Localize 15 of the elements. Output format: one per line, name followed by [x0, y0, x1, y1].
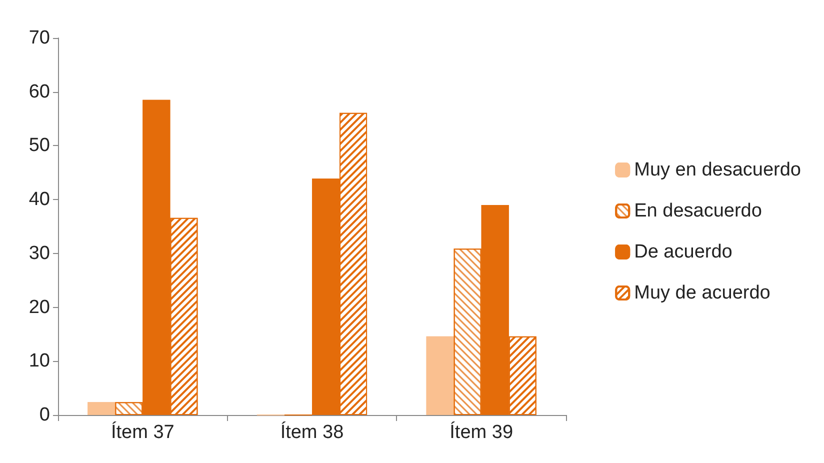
y-tick-label: 40 [28, 189, 50, 210]
y-tick-label: 50 [28, 135, 50, 156]
x-tick-label: Ítem 37 [110, 421, 174, 443]
legend-label: Muy de acuerdo [634, 282, 770, 304]
legend-label: En desacuerdo [634, 200, 762, 222]
y-tick-label: 10 [28, 350, 50, 372]
legend-label: Muy en desacuerdo [634, 160, 802, 180]
legend-label: De acuerdo [634, 242, 732, 262]
y-tick-label: 20 [28, 296, 50, 318]
y-tick-label: 0 [39, 404, 50, 426]
y-tick-label: 30 [28, 242, 50, 264]
x-tick-label: Ítem 38 [280, 421, 344, 443]
y-tick-label: 60 [28, 81, 50, 102]
x-tick-label: Ítem 39 [450, 421, 514, 443]
y-tick-label: 70 [28, 28, 50, 48]
